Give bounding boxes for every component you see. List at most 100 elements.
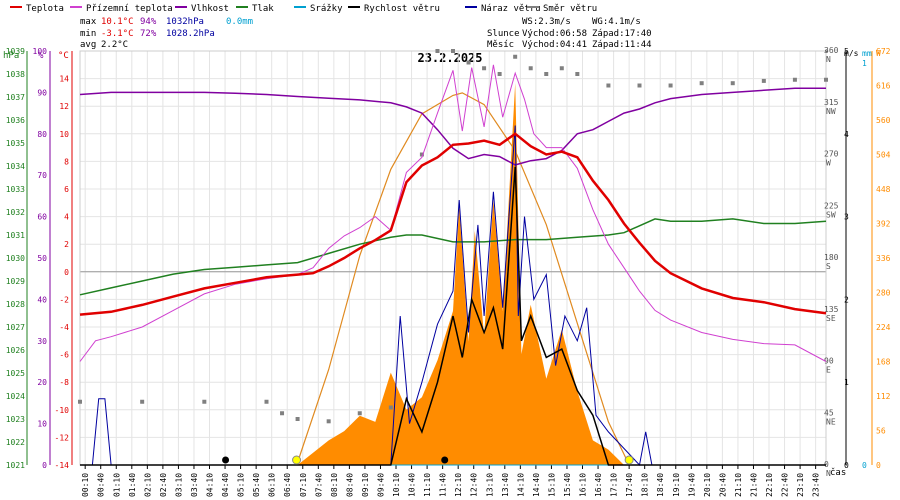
legend-label: Směr větru	[543, 4, 597, 14]
pressure-tick: 1023	[6, 415, 25, 424]
pressure-tick: 1033	[6, 185, 25, 194]
theoretical-radiation-line	[296, 92, 630, 466]
x-tick-label: 10:40	[408, 473, 417, 497]
x-tick-label: 02:40	[159, 473, 168, 497]
plot-area	[78, 49, 828, 467]
x-tick-label: 01:40	[128, 473, 137, 497]
wind-direction-label: S	[826, 262, 831, 271]
stats-pressure: 1032hPa	[166, 17, 204, 27]
solar-tick: 56	[876, 427, 886, 436]
humidity-tick: 60	[37, 213, 47, 222]
pressure-tick: 1038	[6, 70, 25, 79]
wind-direction-point	[668, 83, 673, 88]
pressure-tick: 1030	[6, 254, 25, 263]
x-tick-label: 02:10	[143, 473, 152, 497]
temperature-tick: 0	[64, 268, 69, 277]
wind-direction-point	[388, 405, 393, 410]
wind-direction-point	[326, 419, 331, 424]
pressure-tick: 1032	[6, 208, 25, 217]
x-tick-label: 04:40	[221, 473, 230, 497]
humidity-tick: 30	[37, 337, 47, 346]
temperature-tick: -2	[59, 295, 69, 304]
wind-direction-point	[357, 411, 362, 416]
humidity-tick: 0	[42, 461, 47, 470]
x-tick-label: 18:10	[641, 473, 650, 497]
x-tick-label: 17:40	[625, 473, 634, 497]
temperature-tick: 14	[59, 75, 69, 84]
x-tick-label: 15:40	[563, 473, 572, 497]
rain-unit: mm	[862, 49, 872, 58]
info-moonrise: Východ:04:41	[522, 40, 587, 50]
pressure-tick: 1027	[6, 323, 25, 332]
wind-direction-label: E	[826, 366, 831, 375]
solar-tick: 168	[876, 358, 891, 367]
x-tick-label: 14:10	[516, 473, 525, 497]
x-tick-label: 06:10	[268, 473, 277, 497]
solar-tick: 280	[876, 289, 891, 298]
wind-direction-point	[466, 60, 471, 65]
solar-tick: 392	[876, 220, 891, 229]
wind-direction-point	[451, 49, 455, 53]
wind-direction-point	[575, 72, 580, 76]
wind-direction-point	[264, 399, 269, 404]
wind-direction-label: SW	[826, 210, 836, 219]
wind-speed-line	[80, 166, 826, 466]
wind-direction-tick: 225	[824, 201, 839, 210]
x-tick-label: 11:40	[439, 473, 448, 497]
x-tick-label: 07:40	[314, 473, 323, 497]
pressure-tick: 1025	[6, 369, 25, 378]
x-tick-label: 00:40	[97, 473, 106, 497]
temperature-line	[79, 132, 827, 316]
wind-direction-point	[699, 81, 704, 86]
wind-direction-tick: 135	[824, 305, 839, 314]
wind-direction-point	[78, 399, 82, 404]
x-tick-label: 20:10	[703, 473, 712, 497]
x-tick-label: 22:10	[765, 473, 774, 497]
legend-label: Srážky	[310, 4, 343, 14]
temperature-tick: -12	[55, 433, 70, 442]
wind-direction-point	[528, 66, 533, 71]
right-axes: ° m/s mm W0N45NE90E135SE180S225SW270W315NW3…	[824, 46, 891, 478]
info-moon: Měsíc	[487, 40, 514, 50]
x-tick-label: 23:10	[796, 473, 805, 497]
x-tick-label: 21:10	[734, 473, 743, 497]
humidity-tick: 10	[37, 420, 47, 429]
info-sun: Slunce	[487, 29, 520, 39]
sunset-marker	[624, 455, 634, 465]
wind-direction-tick: 90	[824, 357, 834, 366]
stats-pressure: 1028.2hPa	[166, 29, 215, 39]
pressure-tick: 1028	[6, 300, 25, 309]
wind-direction-tick: 0	[824, 460, 829, 469]
x-tick-label: 11:10	[423, 473, 432, 497]
wind-speed-tick: 2	[844, 295, 849, 304]
rain-tick: 0	[862, 461, 867, 470]
x-tick-label: 03:10	[174, 473, 183, 497]
info-block: WS:2.3m/s WG:4.1m/s Slunce Východ:06:58 Zápa…	[487, 17, 652, 50]
ground-temperature-line	[79, 64, 827, 362]
pressure-tick: 1031	[6, 231, 25, 240]
temperature-tick: 12	[59, 102, 69, 111]
x-tick-label: 19:40	[687, 473, 696, 497]
wind-direction-point	[497, 72, 502, 76]
x-tick-label: 00:10	[81, 473, 90, 497]
wind-direction-point	[295, 417, 300, 421]
solar-tick: 0	[876, 461, 881, 470]
pressure-tick: 1024	[6, 392, 25, 401]
x-tick-label: 18:40	[656, 473, 665, 497]
x-tick-label: 01:10	[112, 473, 121, 497]
info-ws: WS:2.3m/s	[522, 17, 571, 27]
temperature-tick: -10	[55, 406, 70, 415]
solar-tick: 336	[876, 254, 891, 263]
temperature-tick: 4	[64, 213, 69, 222]
x-tick-label: 23:40	[812, 473, 821, 497]
temperature-tick: -8	[59, 378, 69, 387]
temperature-tick: -4	[59, 323, 69, 332]
legend-label: Náraz větru	[481, 4, 541, 14]
x-tick-label: 09:10	[361, 473, 370, 497]
x-tick-label: 07:10	[299, 473, 308, 497]
x-tick-label: 16:10	[579, 473, 588, 497]
temperature-tick: 6	[64, 185, 69, 194]
wind-speed-tick: 5	[844, 47, 849, 56]
wind-direction-point	[419, 152, 424, 157]
